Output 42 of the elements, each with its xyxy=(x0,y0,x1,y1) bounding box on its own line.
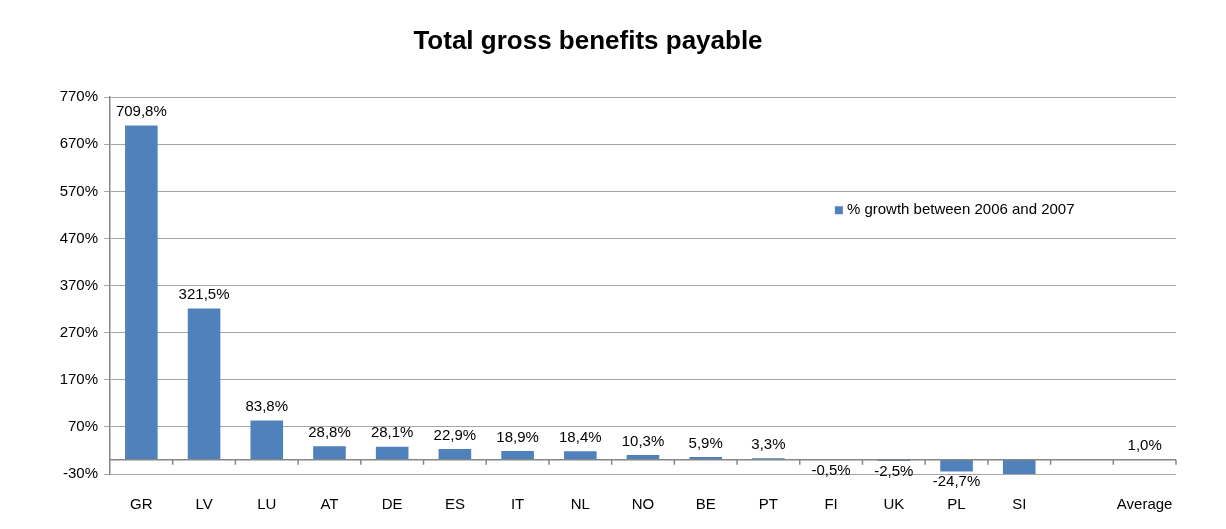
legend-label: % growth between 2006 and 2007 xyxy=(846,200,1075,218)
x-tick-label: LU xyxy=(257,495,277,513)
data-label: 22,9% xyxy=(433,425,477,443)
x-tick-label: Average xyxy=(1116,495,1173,513)
y-tick-label: 270% xyxy=(59,322,98,340)
chart-title: Total gross benefits payable xyxy=(413,24,763,55)
data-label: -24,7% xyxy=(932,472,981,490)
data-label: 321,5% xyxy=(178,285,230,303)
x-tick-label: NO xyxy=(631,495,655,513)
x-tick-label: ES xyxy=(444,495,465,513)
x-tick-label: LV xyxy=(195,495,213,513)
data-label: 83,8% xyxy=(245,397,289,415)
y-tick-label: -30% xyxy=(62,464,98,482)
x-tick-label: UK xyxy=(883,495,905,513)
x-tick-label: SI xyxy=(1012,495,1027,513)
data-label: -2,5% xyxy=(874,461,914,479)
x-tick-label: PL xyxy=(947,495,966,513)
x-tick-label: IT xyxy=(510,495,525,513)
data-label: 709,8% xyxy=(115,102,167,120)
y-tick-label: 770% xyxy=(59,87,98,105)
x-tick-label: DE xyxy=(381,495,403,513)
x-tick-label: BE xyxy=(695,495,716,513)
data-label: 1,0% xyxy=(1127,436,1162,454)
data-label: 5,9% xyxy=(688,433,723,451)
x-tick-label: FI xyxy=(824,495,838,513)
x-tick-label: PT xyxy=(758,495,778,513)
data-label: 3,3% xyxy=(751,434,786,452)
x-tick-label: GR xyxy=(130,495,153,513)
data-label: 18,4% xyxy=(559,427,602,445)
data-label: 28,1% xyxy=(370,423,414,441)
data-label: 18,9% xyxy=(496,427,539,445)
x-tick-label: NL xyxy=(570,495,590,513)
data-label: -0,5% xyxy=(811,460,851,478)
y-tick-label: 670% xyxy=(59,134,98,152)
data-label: 10,3% xyxy=(621,431,665,449)
y-tick-label: 70% xyxy=(67,417,98,435)
y-tick-label: 470% xyxy=(59,228,98,246)
data-label: 28,8% xyxy=(308,422,351,440)
x-tick-label: AT xyxy=(320,495,339,513)
y-tick-label: 170% xyxy=(59,369,98,387)
y-tick-label: 370% xyxy=(59,275,98,293)
y-tick-label: 570% xyxy=(59,181,98,199)
